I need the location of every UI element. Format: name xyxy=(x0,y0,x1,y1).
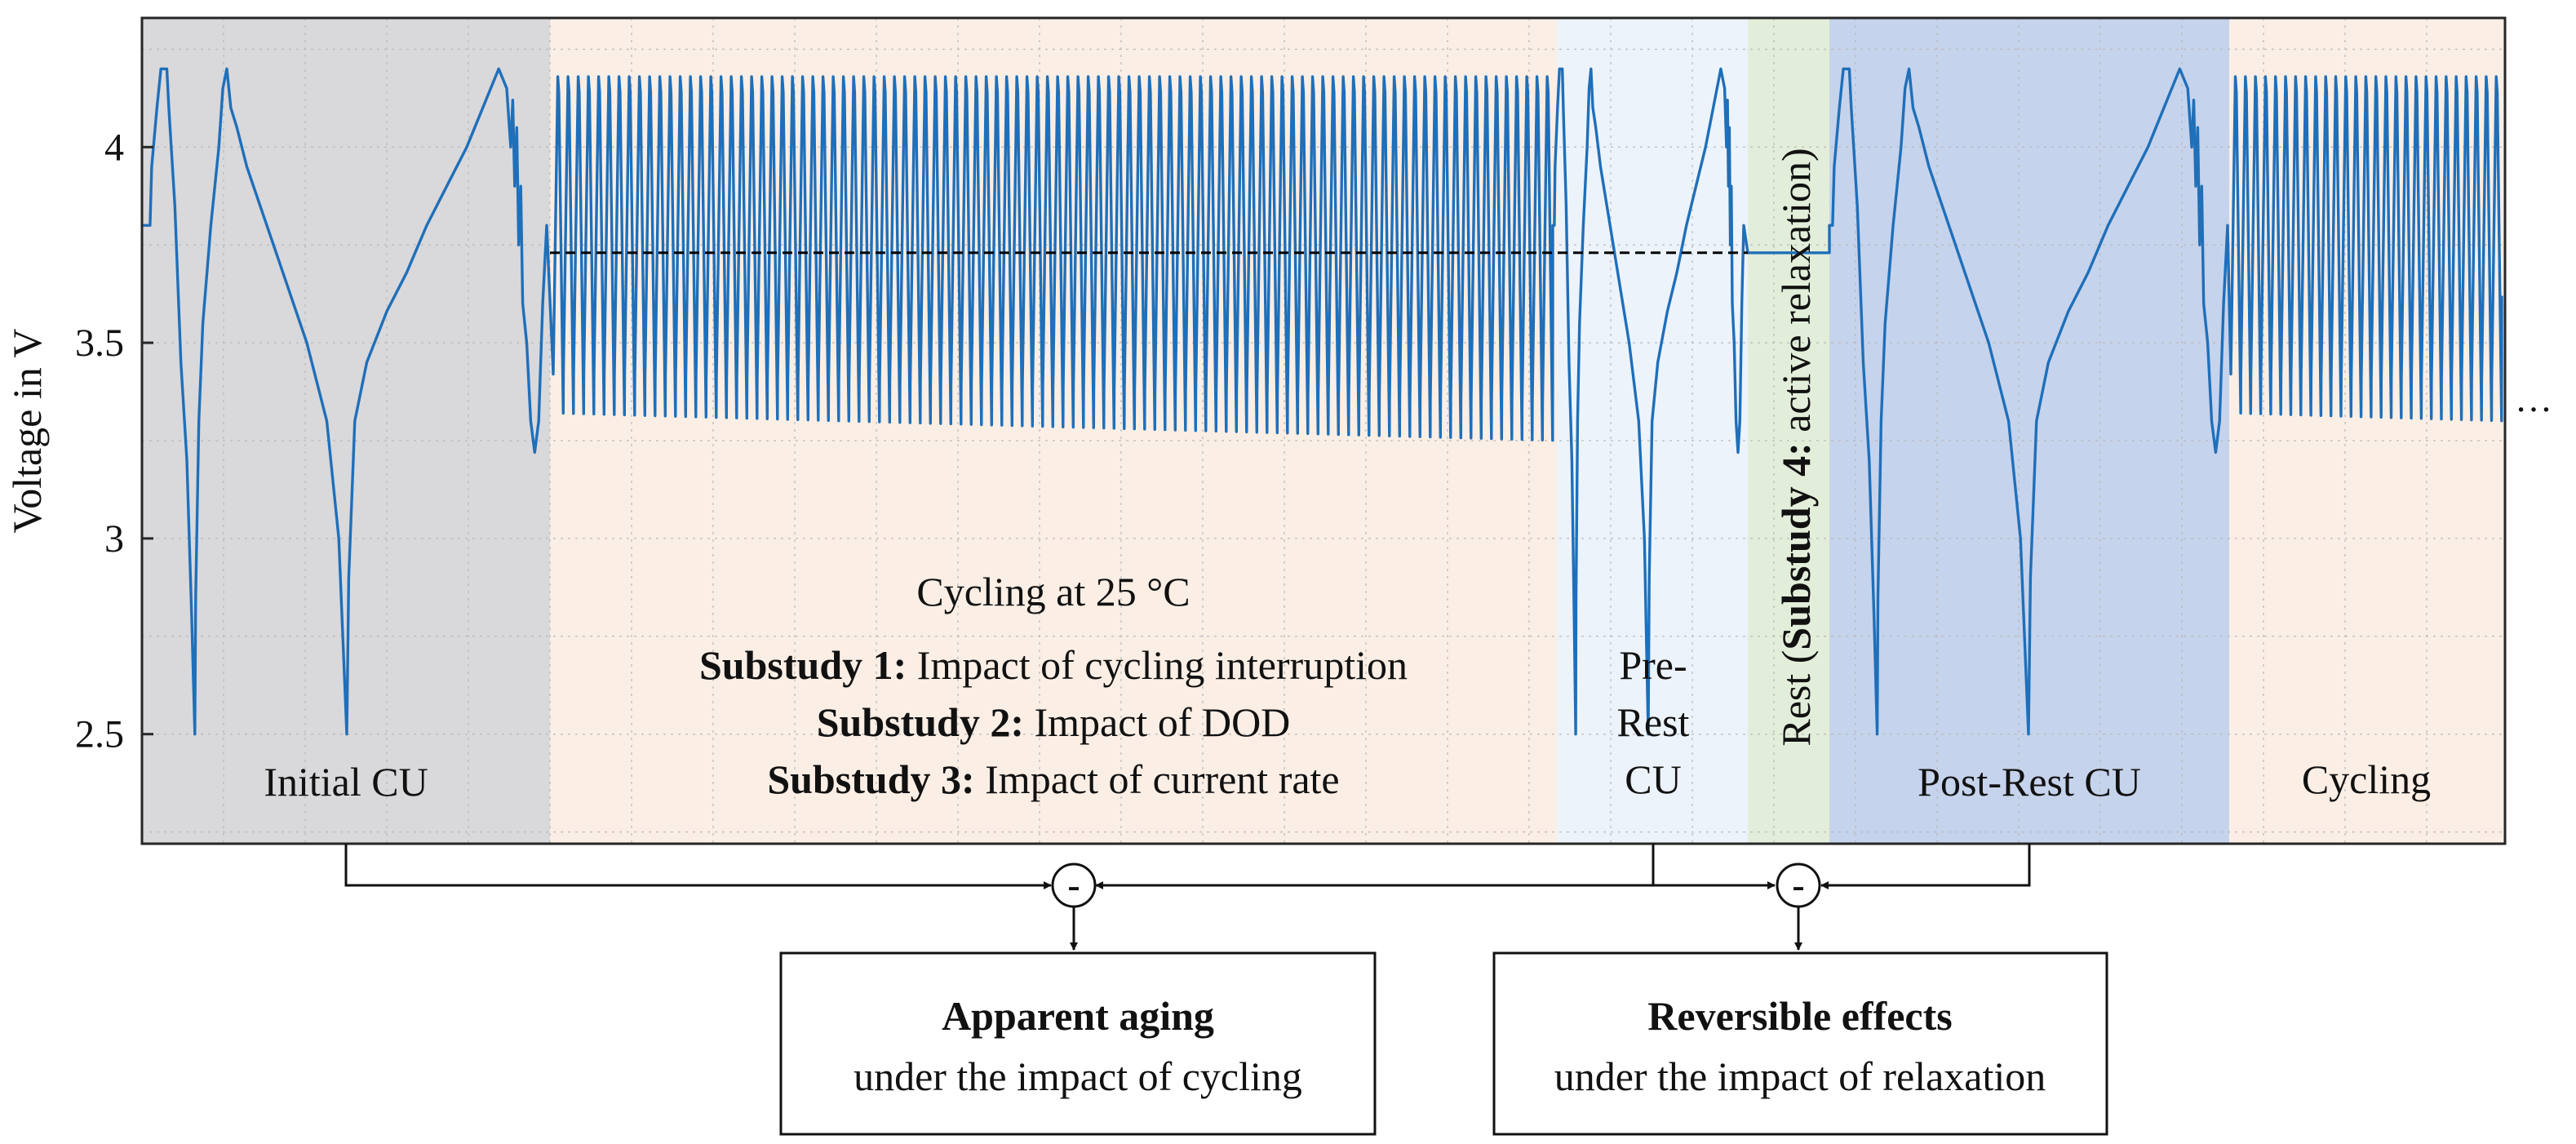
result-subtitle-apparent-aging: under the impact of cycling xyxy=(853,1053,1302,1099)
difference-operator-2: - xyxy=(1792,864,1804,906)
difference-operator-1: - xyxy=(1067,864,1080,906)
connector-post-rest-cu xyxy=(1820,844,2031,889)
difference-operator-circle-1 xyxy=(1051,862,1097,908)
result-title-apparent-aging: Apparent aging xyxy=(942,993,1214,1039)
substudy-3-label: Substudy 3: Impact of current rate xyxy=(767,756,1339,802)
connector-initial-cu xyxy=(344,844,1052,889)
phase-bg-rest xyxy=(1748,18,1829,844)
phase-label-post-rest-cu: Post-Rest CU xyxy=(1918,759,2141,805)
y-tick-label: 2.5 xyxy=(75,713,124,756)
plot-frame xyxy=(140,16,2507,845)
substudy-1-label: Substudy 1: Impact of cycling interrupti… xyxy=(699,642,1408,688)
phase-label-pre-rest-line-2: Rest xyxy=(1617,699,1690,745)
phase-label-rest: Rest (Substudy 4: active relaxation) xyxy=(1773,148,1819,746)
voltage-series-line xyxy=(142,67,2503,736)
phase-labels: Initial CU Cycling at 25 °C Substudy 1: … xyxy=(264,148,2431,805)
result-title-reversible-effects: Reversible effects xyxy=(1647,993,1952,1039)
phase-label-cycling-2: Cycling xyxy=(2302,756,2431,802)
substudy-1-text: Impact of cycling interruption xyxy=(907,642,1408,688)
phase-label-pre-rest-line-3: CU xyxy=(1625,756,1681,802)
y-tick-label: 3 xyxy=(104,517,124,561)
rest-label-prefix: Rest ( xyxy=(1773,650,1819,747)
substudy-2-bold: Substudy 2: xyxy=(817,699,1024,745)
substudy-2-text: Impact of DOD xyxy=(1024,699,1290,745)
continuation-ellipsis: … xyxy=(2515,378,2552,419)
substudy-3-text: Impact of current rate xyxy=(975,756,1340,802)
substudy-2-label: Substudy 2: Impact of DOD xyxy=(817,699,1291,745)
grid xyxy=(142,18,2505,844)
difference-operator-circle-2 xyxy=(1776,862,1821,908)
result-subtitle-reversible-effects: under the impact of relaxation xyxy=(1554,1053,2046,1099)
phase-label-cycling: Cycling at 25 °C xyxy=(916,569,1190,614)
phase-label-pre-rest-line-1: Pre- xyxy=(1619,642,1687,688)
y-tick-label: 3.5 xyxy=(75,321,124,365)
phase-label-initial-cu: Initial CU xyxy=(264,759,428,805)
rest-label-suffix: active relaxation) xyxy=(1773,148,1819,442)
y-axis-label: Voltage in V xyxy=(4,329,50,534)
rest-label-bold: Substudy 4: xyxy=(1773,442,1819,650)
comparison-diagram xyxy=(344,844,2108,1136)
substudy-3-bold: Substudy 3: xyxy=(767,756,974,802)
substudy-1-bold: Substudy 1: xyxy=(699,642,907,688)
y-axis-ticks: 2.5 3 3.5 4 xyxy=(75,126,153,756)
result-box-reversible-effects xyxy=(1492,951,2108,1136)
y-tick-label: 4 xyxy=(104,126,124,169)
connector-pre-rest-cu xyxy=(1652,844,1776,889)
result-box-apparent-aging xyxy=(779,951,1377,1136)
